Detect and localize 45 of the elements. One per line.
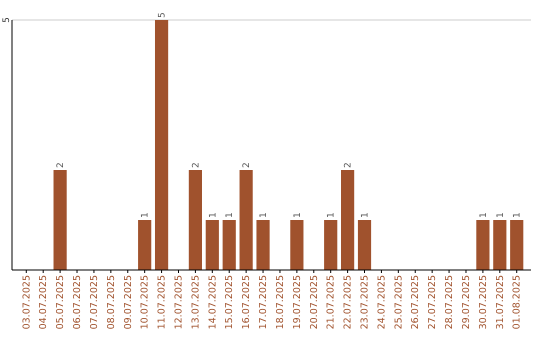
x-tick-label: 03.07.2025 [21,275,32,330]
data-label: 1 [140,212,151,218]
x-tick-label: 13.07.2025 [190,275,202,330]
data-label: 2 [242,162,252,168]
x-tick-label: 25.07.2025 [393,275,404,330]
x-tick-label: 05.07.2025 [55,275,66,330]
data-label: 2 [56,162,66,168]
x-tick-label: 14.07.2025 [207,275,218,330]
data-label: 1 [360,212,371,218]
x-tick-label: 26.07.2025 [410,275,422,330]
x-tick-label: 23.07.2025 [360,275,371,330]
data-label: 2 [344,162,354,168]
x-tick-label: 19.07.2025 [292,275,303,330]
x-tick-label: 30.07.2025 [478,275,489,330]
x-tick-label: 21.07.2025 [326,275,337,330]
data-label: 1 [259,212,270,218]
x-tick-label: 11.07.2025 [156,275,168,330]
x-tick-label: 12.07.2025 [173,275,184,330]
x-tick-label: 29.07.2025 [460,275,472,330]
x-tick-label: 06.07.2025 [72,275,84,330]
x-tick-label: 08.07.2025 [106,275,117,330]
data-label: 1 [208,212,218,218]
x-tick-label: 18.07.2025 [274,275,286,330]
x-tick-label: 20.07.2025 [308,275,320,330]
x-tick-label: 15.07.2025 [224,275,236,330]
x-tick-label: 28.07.2025 [444,275,456,330]
data-label: 1 [225,212,236,218]
data-label: 1 [292,212,303,218]
data-label: 1 [512,212,523,218]
x-tick-label: 17.07.2025 [258,275,270,330]
x-tick-label: 07.07.2025 [88,275,100,330]
data-label: 1 [478,212,489,218]
x-tick-label: 10.07.2025 [140,275,151,330]
x-tick-label: 09.07.2025 [122,275,134,330]
data-label: 5 [158,12,168,18]
data-label: 1 [496,212,506,218]
x-tick-label: 27.07.2025 [427,275,438,330]
x-tick-label: 04.07.2025 [38,275,50,330]
x-tick-label: 31.07.2025 [494,275,506,330]
x-tick-label: 24.07.2025 [376,275,388,330]
data-label: 1 [326,212,337,218]
x-tick-label: 16.07.2025 [241,275,252,330]
x-tick-label: 01.08.2025 [512,275,523,330]
data-label: 2 [191,162,202,168]
x-tick-label: 22.07.2025 [342,275,354,330]
